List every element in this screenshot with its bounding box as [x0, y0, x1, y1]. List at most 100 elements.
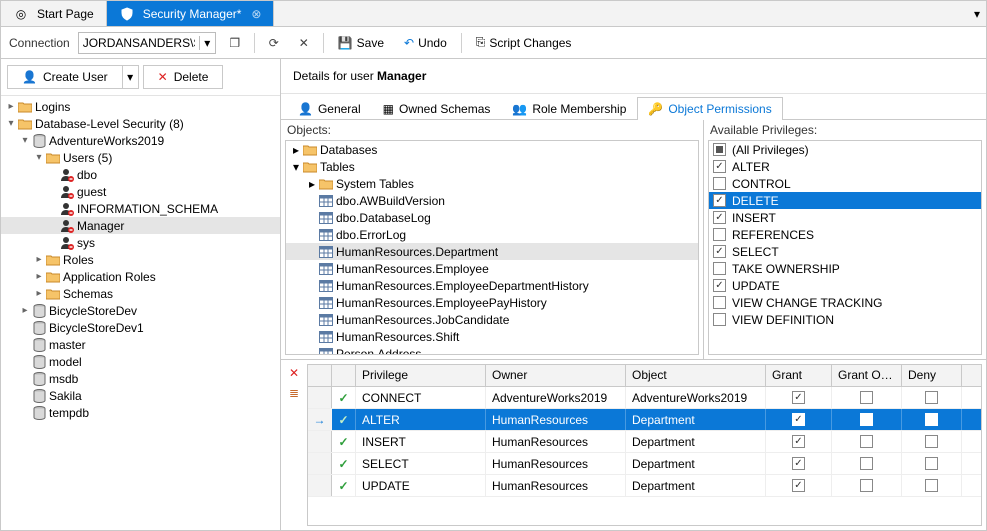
cell-grant-option[interactable]: [832, 387, 902, 408]
connection-input[interactable]: [79, 33, 199, 53]
privileges-list[interactable]: (All Privileges)ALTERCONTROLDELETEINSERT…: [708, 140, 982, 355]
expand-arrow-icon[interactable]: ▸: [19, 305, 31, 316]
objects-tree[interactable]: ▸Databases▾Tables▸System Tablesdbo.AWBui…: [285, 140, 699, 355]
object-node[interactable]: ▸Databases: [286, 141, 698, 158]
expand-arrow-icon[interactable]: ▸: [33, 271, 45, 282]
script-changes-button[interactable]: ⎘ Script Changes: [470, 32, 578, 54]
grid-row[interactable]: ✓CONNECTAdventureWorks2019AdventureWorks…: [308, 387, 981, 409]
object-node[interactable]: dbo.DatabaseLog: [286, 209, 698, 226]
tree-node[interactable]: guest: [1, 183, 280, 200]
checkbox[interactable]: [713, 279, 726, 292]
expand-arrow-icon[interactable]: ▾: [5, 118, 17, 129]
object-node[interactable]: HumanResources.Department: [286, 243, 698, 260]
connection-picker[interactable]: ▾: [78, 32, 216, 54]
subtab-object-permissions[interactable]: 🔑Object Permissions: [637, 97, 782, 120]
checkbox[interactable]: [713, 211, 726, 224]
tab-start-page[interactable]: ◎ Start Page: [1, 1, 107, 26]
checkbox[interactable]: [713, 228, 726, 241]
subtab-owned-schemas[interactable]: ▦Owned Schemas: [372, 97, 502, 120]
cell-deny[interactable]: [902, 387, 962, 408]
expand-arrow-icon[interactable]: ▸: [33, 254, 45, 265]
object-node[interactable]: HumanResources.Shift: [286, 328, 698, 345]
close-icon[interactable]: ⊗: [251, 7, 261, 21]
tree-node[interactable]: msdb: [1, 370, 280, 387]
cell-grant[interactable]: [766, 387, 832, 408]
privilege-item[interactable]: VIEW DEFINITION: [709, 311, 981, 328]
undo-button[interactable]: ↶ Undo: [398, 32, 453, 54]
privilege-item[interactable]: CONTROL: [709, 175, 981, 192]
remove-row-button[interactable]: ✕: [289, 366, 299, 380]
tree-node[interactable]: sys: [1, 234, 280, 251]
tree-node[interactable]: ▾Users (5): [1, 149, 280, 166]
expand-arrow-icon[interactable]: ▸: [306, 177, 318, 191]
expand-arrow-icon[interactable]: ▸: [5, 101, 17, 112]
tabstrip-overflow[interactable]: ▾: [968, 1, 986, 26]
privilege-item[interactable]: REFERENCES: [709, 226, 981, 243]
object-node[interactable]: HumanResources.EmployeeDepartmentHistory: [286, 277, 698, 294]
tree-node[interactable]: dbo: [1, 166, 280, 183]
delete-user-button[interactable]: ✕ Delete: [143, 65, 224, 89]
privilege-item[interactable]: VIEW CHANGE TRACKING: [709, 294, 981, 311]
tree-node[interactable]: master: [1, 336, 280, 353]
grid-row[interactable]: ✓SELECTHumanResourcesDepartment: [308, 453, 981, 475]
tree-node[interactable]: Manager: [1, 217, 280, 234]
cell-deny[interactable]: [902, 475, 962, 496]
object-node[interactable]: dbo.ErrorLog: [286, 226, 698, 243]
cell-deny[interactable]: [902, 453, 962, 474]
chevron-down-icon[interactable]: ▾: [199, 36, 215, 50]
object-node[interactable]: dbo.AWBuildVersion: [286, 192, 698, 209]
expand-arrow-icon[interactable]: ▾: [290, 160, 302, 174]
privilege-item[interactable]: DELETE: [709, 192, 981, 209]
cell-deny[interactable]: [902, 409, 962, 430]
tree-node[interactable]: Sakila: [1, 387, 280, 404]
object-node[interactable]: HumanResources.Employee: [286, 260, 698, 277]
security-tree[interactable]: ▸Logins▾Database-Level Security (8)▾Adve…: [1, 96, 280, 530]
tab-security-manager[interactable]: Security Manager* ⊗: [107, 1, 275, 26]
grid-header-privilege[interactable]: Privilege: [356, 365, 486, 386]
tree-node[interactable]: ▸Logins: [1, 98, 280, 115]
checkbox[interactable]: [713, 313, 726, 326]
privilege-item[interactable]: INSERT: [709, 209, 981, 226]
checkbox[interactable]: [713, 143, 726, 156]
object-node[interactable]: Person.Address: [286, 345, 698, 355]
privilege-item[interactable]: UPDATE: [709, 277, 981, 294]
tree-node[interactable]: ▸BicycleStoreDev: [1, 302, 280, 319]
checkbox[interactable]: [713, 160, 726, 173]
grid-row[interactable]: ✓UPDATEHumanResourcesDepartment: [308, 475, 981, 497]
privilege-item[interactable]: ALTER: [709, 158, 981, 175]
edit-rows-button[interactable]: ≣: [289, 386, 299, 400]
expand-arrow-icon[interactable]: ▸: [290, 143, 302, 157]
grid-header-object[interactable]: Object: [626, 365, 766, 386]
cell-grant[interactable]: [766, 409, 832, 430]
object-node[interactable]: ▾Tables: [286, 158, 698, 175]
tree-node[interactable]: ▸Schemas: [1, 285, 280, 302]
tree-node[interactable]: INFORMATION_SCHEMA: [1, 200, 280, 217]
grid-header-owner[interactable]: Owner: [486, 365, 626, 386]
cell-grant-option[interactable]: [832, 453, 902, 474]
tree-node[interactable]: tempdb: [1, 404, 280, 421]
checkbox[interactable]: [713, 194, 726, 207]
cell-grant[interactable]: [766, 431, 832, 452]
tree-node[interactable]: BicycleStoreDev1: [1, 319, 280, 336]
checkbox[interactable]: [713, 262, 726, 275]
delete-button[interactable]: ✕: [293, 32, 315, 54]
cell-grant-option[interactable]: [832, 431, 902, 452]
subtab-general[interactable]: 👤General: [287, 97, 372, 120]
cell-deny[interactable]: [902, 431, 962, 452]
subtab-role-membership[interactable]: 👥Role Membership: [501, 97, 637, 120]
checkbox[interactable]: [713, 245, 726, 258]
chevron-down-icon[interactable]: ▾: [122, 66, 138, 88]
object-node[interactable]: ▸System Tables: [286, 175, 698, 192]
cell-grant[interactable]: [766, 453, 832, 474]
object-node[interactable]: HumanResources.EmployeePayHistory: [286, 294, 698, 311]
cell-grant[interactable]: [766, 475, 832, 496]
tree-node[interactable]: ▾AdventureWorks2019: [1, 132, 280, 149]
privilege-item[interactable]: (All Privileges): [709, 141, 981, 158]
checkbox[interactable]: [713, 296, 726, 309]
tree-node[interactable]: model: [1, 353, 280, 370]
grid-header-grant[interactable]: Grant: [766, 365, 832, 386]
copy-connection-button[interactable]: ❐: [224, 32, 246, 54]
tree-node[interactable]: ▸Application Roles: [1, 268, 280, 285]
grid-header-deny[interactable]: Deny: [902, 365, 962, 386]
refresh-button[interactable]: ⟳: [263, 32, 285, 54]
